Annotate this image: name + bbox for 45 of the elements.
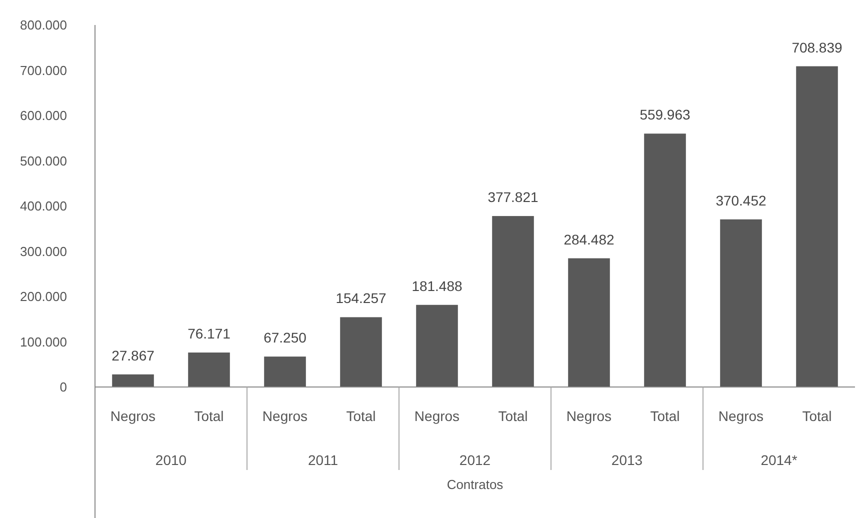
bar [340,317,382,387]
x-tick-label: Total [650,408,680,424]
x-tick-label: Negros [718,408,764,424]
x-tick-label: Total [194,408,224,424]
bar [416,304,458,387]
data-label: 370.452 [716,192,767,208]
text: 2013 [611,452,643,468]
text: 2010 [155,452,187,468]
x-tick-label: Total [346,408,376,424]
y-tick-label: 200.000 [20,289,67,304]
y-tick-label: 300.000 [20,244,67,259]
x-tick-label: Negros [110,408,156,424]
y-tick-label: 800.000 [20,18,67,33]
bar [492,216,534,387]
text: 2014* [760,452,798,468]
text: 2012 [459,452,491,468]
data-label: 377.821 [488,189,539,206]
bar [568,258,610,387]
x-tick-label: Negros [262,408,308,424]
x-tick-label: Total [802,408,832,424]
bar [264,356,306,387]
y-tick-label: 0 [60,380,67,395]
bar [188,352,230,387]
y-tick-label: 500.000 [20,153,67,168]
bar [112,374,154,387]
bar [796,66,838,387]
data-label: 181.488 [412,278,463,294]
data-label: 559.963 [640,106,691,123]
bar [720,219,762,387]
x-tick-label: Total [498,408,528,424]
y-tick-label: 600.000 [20,108,67,124]
data-label: 67.250 [264,330,307,346]
bar [644,134,686,387]
data-label: 708.839 [792,39,843,56]
data-label: 76.171 [188,326,231,342]
x-axis-title: Contratos [446,477,504,492]
y-tick-label: 700.000 [20,62,67,78]
x-tick-label: Negros [414,408,460,424]
y-tick-label: 100.000 [20,334,67,350]
data-label: 154.257 [336,290,387,306]
y-tick-label: 400.000 [20,198,67,214]
data-label: 284.482 [564,231,615,248]
text: 2011 [308,452,338,468]
x-tick-label: Negros [566,408,612,424]
data-label: 27.867 [112,347,155,364]
